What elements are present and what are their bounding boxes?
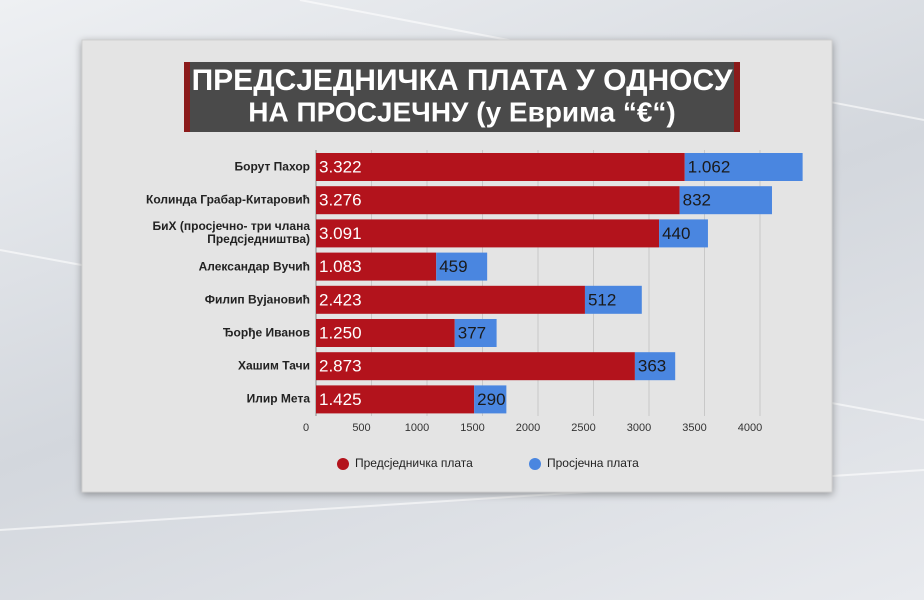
data-label: 1.250: [319, 323, 362, 342]
data-label: 1.083: [319, 257, 362, 276]
data-label: 3.322: [319, 157, 362, 176]
chart-title: ПРЕДСЈЕДНИЧКА ПЛАТА У ОДНОСУ: [192, 64, 733, 97]
data-label: 290: [477, 390, 505, 409]
bar: [584, 285, 642, 314]
y-tick-label: Александар Вучић: [198, 259, 310, 274]
data-label: 363: [638, 357, 666, 376]
data-label: 459: [439, 257, 467, 276]
bar: [316, 153, 685, 181]
y-tick-label: Борут Пахор: [234, 159, 311, 174]
y-tick-label: Илир Мета: [246, 391, 310, 406]
data-label: 377: [458, 323, 486, 342]
y-tick-label: БиХ (просјечно- три члана Предсједништва…: [152, 219, 310, 247]
bar: [316, 352, 635, 381]
bar: [316, 252, 437, 281]
data-label: 2.873: [319, 357, 362, 376]
title-accent: [184, 62, 190, 132]
data-label: 1.425: [319, 390, 362, 409]
title-box: [184, 62, 740, 132]
y-tick-label: Колинда Грабар-Китаровић: [146, 192, 310, 207]
legend-label: Предсједничка плата: [355, 456, 473, 470]
x-tick-label: 2000: [516, 422, 540, 434]
legend-marker: [529, 458, 541, 470]
bar: [454, 319, 497, 347]
data-label: 1.062: [688, 157, 731, 176]
bar: [684, 153, 803, 181]
data-label: 3.091: [319, 224, 362, 243]
x-tick-label: 2500: [571, 422, 595, 434]
bar: [436, 252, 488, 281]
chart-title: НА ПРОСЈЕЧНУ (у Еврима “€“): [248, 96, 675, 127]
x-tick-label: 4000: [738, 422, 762, 434]
bar: [679, 186, 772, 215]
data-label: 512: [588, 290, 616, 309]
x-tick-label: 1500: [460, 422, 484, 434]
x-tick-label: 1000: [405, 422, 429, 434]
data-label: 3.276: [319, 191, 362, 210]
legend-marker: [337, 458, 349, 470]
data-label: 440: [662, 224, 690, 243]
x-tick-label: 3000: [627, 422, 651, 434]
bar: [316, 319, 455, 347]
bar: [659, 219, 708, 248]
y-tick-label: Филип Вујановић: [204, 292, 310, 307]
title-accent: [734, 62, 740, 132]
y-tick-label: Хашим Тачи: [237, 358, 310, 373]
legend-label: Просјечна плата: [547, 456, 639, 470]
data-label: 832: [683, 191, 711, 210]
bar: [474, 385, 507, 414]
bar: [316, 285, 585, 314]
x-tick-label: 3500: [682, 422, 706, 434]
bar: [316, 219, 660, 248]
data-label: 2.423: [319, 290, 362, 309]
x-tick-label: 500: [352, 422, 370, 434]
x-tick-label: 0: [303, 422, 309, 434]
y-tick-label: Ђорђе Иванов: [222, 325, 310, 340]
bar: [316, 186, 680, 215]
bar: [634, 352, 676, 381]
bar: [316, 385, 475, 414]
